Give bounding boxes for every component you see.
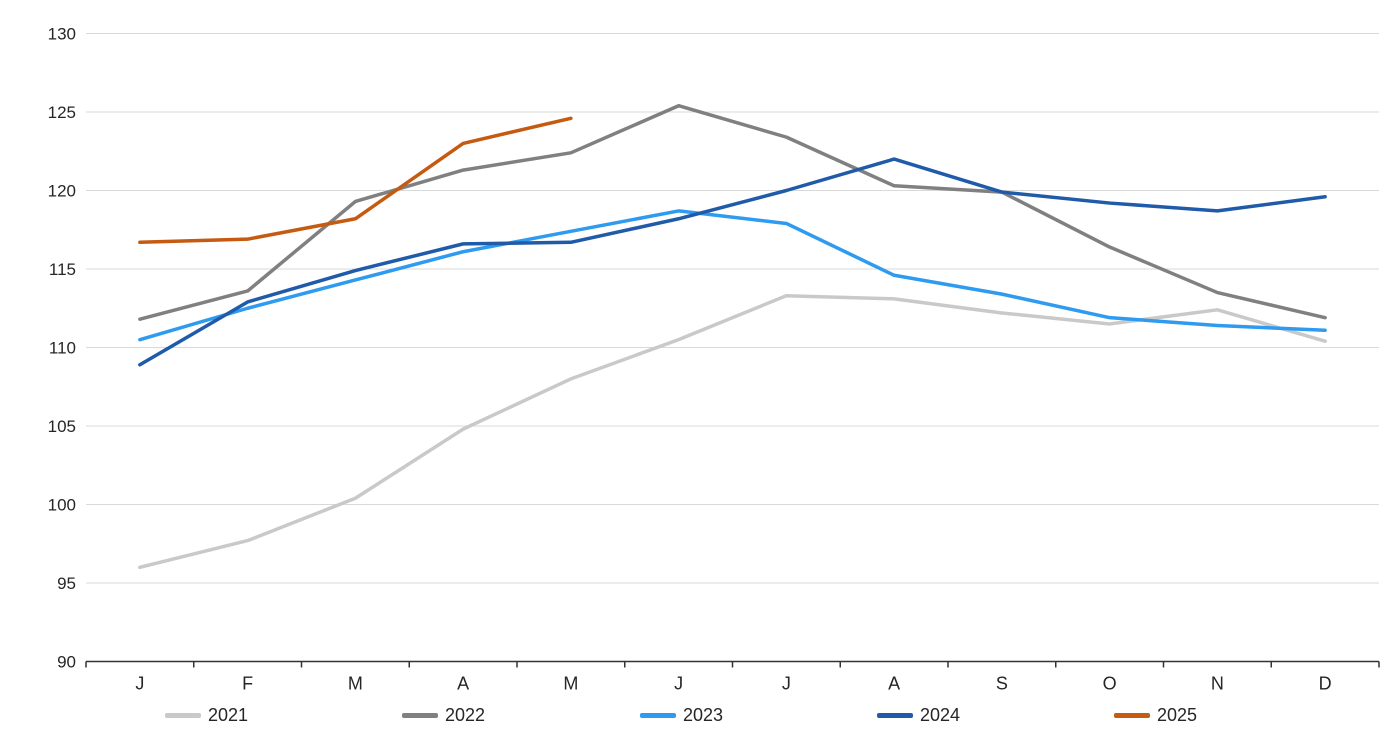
series-line-2023 xyxy=(138,209,1327,342)
legend-item-2021: 2021 xyxy=(165,703,248,727)
y-axis-tick-label: 95 xyxy=(57,574,76,593)
x-axis-month-label: N xyxy=(1211,674,1224,694)
series-line-2022 xyxy=(138,103,1327,321)
x-axis-month-label: S xyxy=(996,674,1008,694)
chart-legend: 2021 2022 2023 2024 2025 xyxy=(0,703,1400,729)
y-axis-tick-label: 100 xyxy=(48,496,76,515)
y-axis-tick-label: 105 xyxy=(48,417,76,436)
x-axis-month-label: M xyxy=(563,674,578,694)
legend-item-2022: 2022 xyxy=(402,703,485,727)
legend-swatch-2022 xyxy=(402,712,438,718)
legend-item-2025: 2025 xyxy=(1114,703,1197,727)
x-axis-month-label: F xyxy=(242,674,253,694)
x-axis-month-label: A xyxy=(457,674,469,694)
legend-item-2023: 2023 xyxy=(640,703,723,727)
x-axis-month-label: J xyxy=(674,674,683,694)
y-axis-tick-label: 110 xyxy=(49,339,76,358)
series-line-2021 xyxy=(138,293,1327,570)
x-axis-month-label: M xyxy=(348,674,363,694)
y-axis-tick-label: 115 xyxy=(49,260,76,279)
y-axis-tick-label: 125 xyxy=(48,103,76,122)
y-axis-tick-label: 90 xyxy=(57,653,76,672)
x-axis-month-label: D xyxy=(1319,674,1332,694)
x-axis-month-label: J xyxy=(782,674,791,694)
x-axis-month-label: J xyxy=(135,674,144,694)
legend-label: 2024 xyxy=(920,705,961,725)
legend-label: 2023 xyxy=(683,705,724,725)
legend-swatch-2023 xyxy=(640,712,676,718)
y-axis-tick-label: 130 xyxy=(48,25,76,44)
legend-swatch-2025 xyxy=(1114,712,1150,718)
legend-label: 2022 xyxy=(445,705,486,725)
x-axis-month-label: O xyxy=(1103,674,1117,694)
series-line-2025 xyxy=(138,116,573,245)
legend-label: 2021 xyxy=(208,705,249,725)
legend-swatch-2024 xyxy=(877,712,913,718)
x-axis-month-label: A xyxy=(888,674,900,694)
legend-swatch-2021 xyxy=(165,712,201,718)
legend-item-2024: 2024 xyxy=(877,703,960,727)
legend-label: 2025 xyxy=(1157,705,1198,725)
series-line-2024 xyxy=(138,157,1327,367)
y-axis-tick-label: 120 xyxy=(48,182,76,201)
